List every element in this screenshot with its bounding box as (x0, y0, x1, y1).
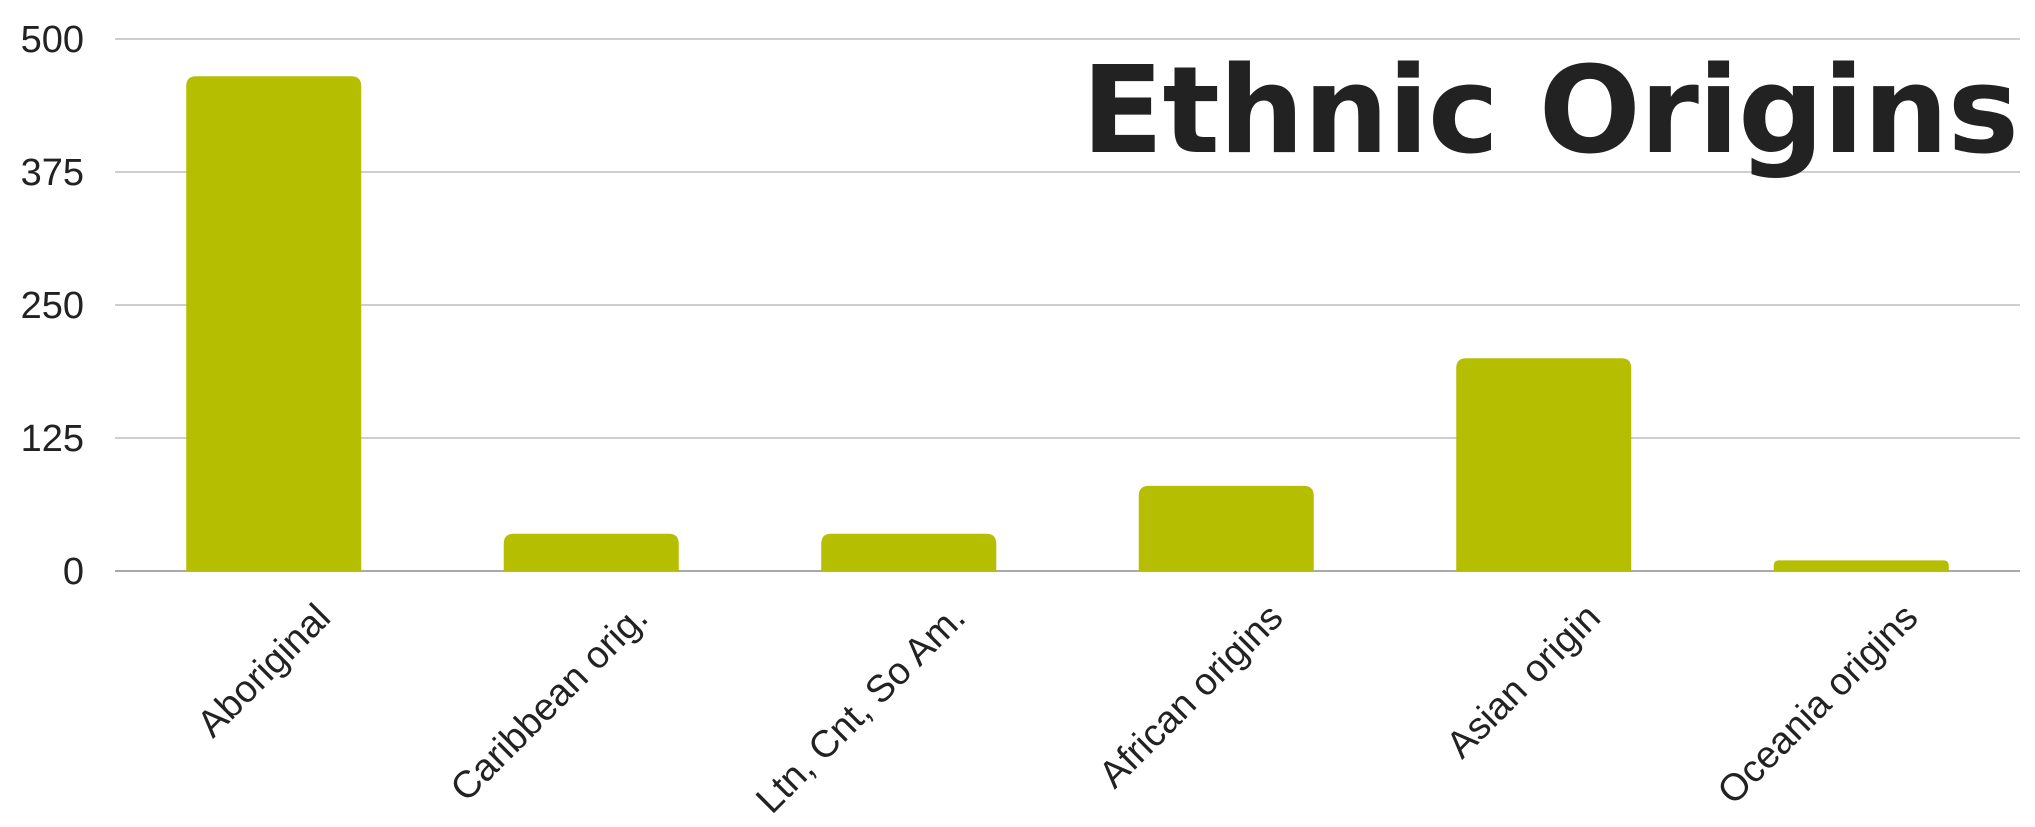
bars (186, 76, 1949, 572)
x-category-label: Caribbean orig. (443, 596, 656, 809)
x-category-label: Aboriginal (190, 596, 339, 745)
y-tick-label: 375 (21, 152, 84, 194)
bar-asian-origin (1456, 358, 1632, 571)
bar-african-origins (1138, 485, 1314, 571)
bar-aboriginal (186, 76, 362, 572)
y-axis-tick-labels: 0 125 250 375 500 (21, 19, 84, 593)
x-category-label: Ltn, Cnt, So Am. (748, 596, 973, 821)
y-tick-label: 500 (21, 19, 84, 61)
grid-lines (115, 38, 2020, 572)
bar-oceania-origins (1773, 560, 1949, 571)
y-tick-label: 0 (63, 551, 84, 593)
bar-caribbean-orig (503, 533, 679, 571)
y-tick-label: 125 (21, 418, 84, 460)
x-category-label: Asian origin (1439, 596, 1609, 766)
x-category-label: Oceania origins (1710, 596, 1926, 812)
y-tick-label: 250 (21, 285, 84, 327)
chart-title: Ethnic Origins (1082, 42, 2018, 181)
x-axis-category-labels: Aboriginal Caribbean orig. Ltn, Cnt, So Am… (190, 596, 1927, 821)
bar-ltn-cnt-so-am (821, 533, 997, 571)
x-category-label: African origins (1091, 596, 1291, 796)
